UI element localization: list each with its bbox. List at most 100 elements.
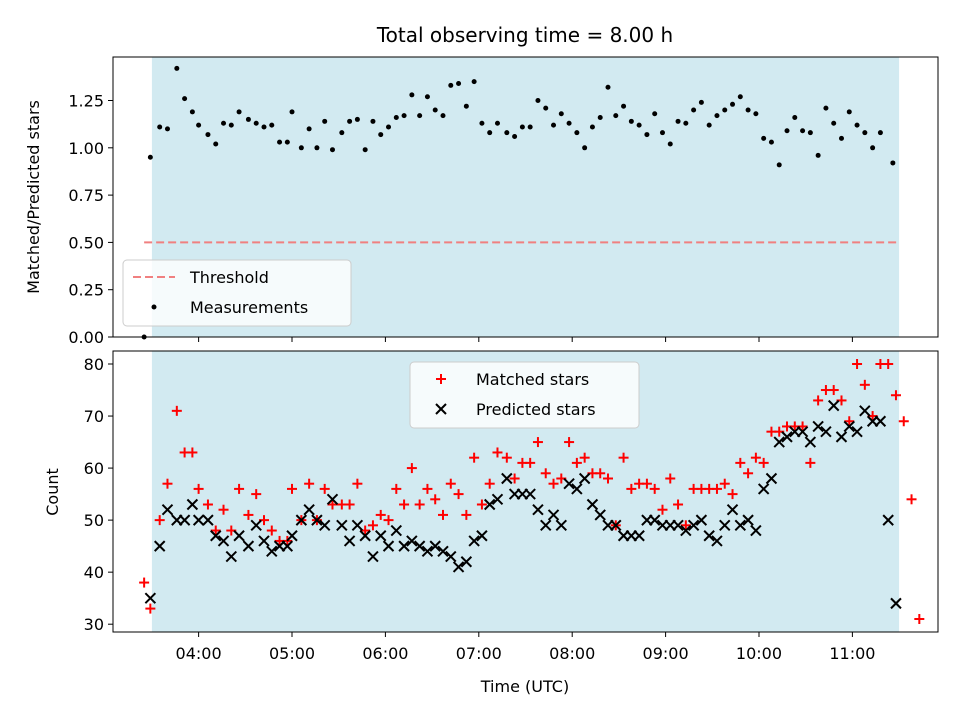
matched-star-point bbox=[469, 452, 480, 463]
predicted-star-point bbox=[295, 514, 308, 526]
predicted-star-point bbox=[351, 519, 364, 532]
predicted-star-point bbox=[540, 519, 552, 532]
measurement-point bbox=[205, 132, 211, 138]
predicted-star-point bbox=[563, 477, 575, 490]
predicted-star-point bbox=[161, 504, 174, 516]
predicted-star-point bbox=[359, 530, 371, 542]
measurement-point bbox=[543, 105, 549, 111]
measurement-point bbox=[714, 113, 720, 119]
predicted-star-point bbox=[851, 425, 863, 438]
measurement-point bbox=[854, 122, 860, 128]
matched-star-point bbox=[251, 489, 262, 500]
matched-star-point bbox=[391, 483, 402, 494]
predicted-star-point bbox=[726, 504, 739, 516]
matched-star-point bbox=[532, 437, 543, 448]
measurement-point bbox=[386, 124, 392, 130]
measurement-point bbox=[659, 130, 665, 136]
predicted-star-point bbox=[144, 592, 157, 604]
measurement-point bbox=[196, 122, 202, 128]
matched-star-point bbox=[461, 509, 472, 520]
predicted-star-point bbox=[501, 472, 513, 485]
matched-star-point bbox=[727, 489, 738, 500]
matched-star-point bbox=[618, 452, 629, 463]
measurement-point bbox=[456, 80, 462, 86]
matched-star-point bbox=[859, 379, 870, 390]
x-axis-label: Time (UTC) bbox=[480, 677, 569, 696]
matched-star-point bbox=[641, 478, 652, 489]
measurement-point bbox=[589, 124, 595, 130]
measurement-point bbox=[236, 109, 242, 115]
measurement-point bbox=[440, 113, 446, 119]
measurement-point bbox=[890, 160, 896, 166]
measurement-point bbox=[644, 132, 650, 138]
predicted-star-point bbox=[586, 498, 599, 511]
matched-star-point bbox=[304, 478, 315, 489]
measurement-point bbox=[463, 103, 469, 109]
matched-star-point bbox=[898, 416, 909, 427]
predicted-star-point bbox=[835, 431, 848, 443]
matched-star-point bbox=[319, 483, 330, 494]
top-y-tick-label: 0.75 bbox=[68, 186, 104, 205]
matched-star-point bbox=[890, 390, 901, 401]
measurement-point bbox=[164, 126, 170, 132]
x-tick-label: 08:00 bbox=[549, 644, 595, 663]
measurement-point bbox=[551, 122, 557, 128]
top-panel: 0.00 0.25 0.50 0.75 1.00 1.25 Threshold Measure… bbox=[68, 56, 939, 347]
measurement-point bbox=[800, 128, 806, 134]
predicted-star-point bbox=[874, 415, 887, 427]
matched-star-point bbox=[525, 457, 536, 468]
matched-star-point bbox=[883, 359, 894, 370]
matched-star-point bbox=[548, 478, 559, 489]
matched-star-point bbox=[193, 483, 204, 494]
predicted-star-point bbox=[750, 524, 762, 537]
measurement-point bbox=[409, 92, 415, 98]
x-tick-label: 10:00 bbox=[736, 644, 782, 663]
measurement-point bbox=[831, 120, 837, 126]
matched-star-point bbox=[367, 520, 378, 531]
measurement-point bbox=[512, 133, 518, 139]
bottom-legend-box bbox=[409, 361, 640, 429]
measurement-point bbox=[370, 118, 376, 124]
measurement-point bbox=[628, 118, 634, 124]
predicted-star-point bbox=[742, 514, 754, 526]
predicted-star-point bbox=[452, 561, 465, 573]
matched-star-point bbox=[171, 405, 182, 416]
predicted-star-point bbox=[318, 519, 331, 532]
measurement-point bbox=[683, 120, 689, 126]
predicted-star-point bbox=[390, 524, 403, 537]
measurement-point bbox=[621, 103, 627, 109]
measurement-point bbox=[566, 120, 572, 126]
predicted-star-point bbox=[476, 530, 488, 542]
matched-star-point bbox=[571, 457, 582, 468]
top-y-tick-label: 0.50 bbox=[68, 233, 104, 252]
matched-star-point bbox=[743, 468, 754, 479]
measurement-point bbox=[487, 130, 493, 136]
bottom-y-tick-label: 40 bbox=[84, 563, 104, 582]
predicted-star-point bbox=[804, 436, 817, 448]
measurement-point bbox=[636, 122, 642, 128]
measurement-point bbox=[838, 135, 844, 141]
predicted-star-point bbox=[812, 420, 824, 433]
measurement-point bbox=[519, 124, 525, 130]
matched-star-point bbox=[758, 457, 769, 468]
measurement-point bbox=[362, 147, 368, 153]
measurement-point bbox=[147, 154, 153, 160]
measurement-point bbox=[157, 124, 163, 130]
predicted-star-point bbox=[578, 472, 591, 485]
matched-star-point bbox=[162, 478, 173, 489]
predicted-star-point bbox=[820, 425, 832, 438]
predicted-star-point bbox=[303, 504, 315, 516]
measurement-point bbox=[722, 107, 728, 113]
matched-star-point bbox=[187, 447, 198, 458]
measurement-point bbox=[535, 98, 541, 104]
measurement-point bbox=[691, 107, 697, 113]
measurement-point bbox=[269, 122, 275, 128]
measurement-point bbox=[761, 135, 767, 141]
matched-star-point bbox=[327, 499, 338, 510]
measurement-point bbox=[698, 99, 704, 105]
predicted-star-point bbox=[233, 530, 245, 542]
matched-star-point bbox=[484, 478, 495, 489]
measurement-point bbox=[753, 111, 759, 117]
predicted-star-point bbox=[367, 550, 379, 563]
predicted-star-point bbox=[796, 425, 809, 438]
